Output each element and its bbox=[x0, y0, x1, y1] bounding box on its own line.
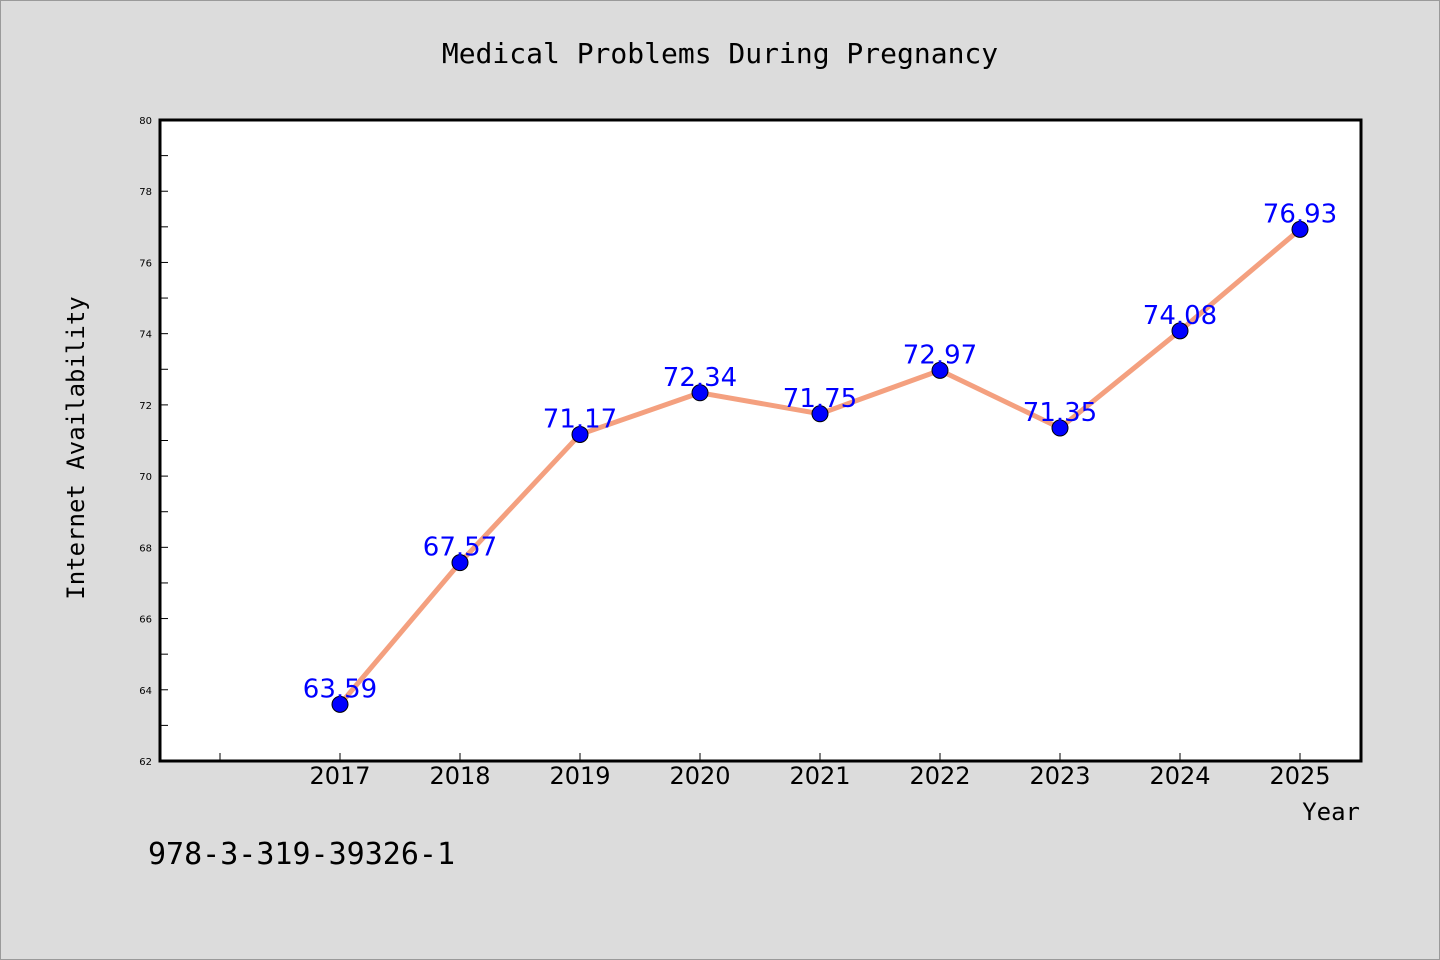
x-tick-label: 2018 bbox=[429, 762, 490, 790]
chart-title: Medical Problems During Pregnancy bbox=[442, 37, 998, 70]
x-tick-label: 2025 bbox=[1269, 762, 1330, 790]
x-tick-label: 2019 bbox=[549, 762, 610, 790]
data-point bbox=[1171, 322, 1189, 340]
data-label: 72.97 bbox=[903, 340, 977, 370]
data-point bbox=[1051, 419, 1069, 437]
y-tick-label: 62 bbox=[139, 757, 152, 768]
marker-layer bbox=[331, 220, 1309, 713]
y-tick-label: 76 bbox=[139, 258, 152, 269]
x-tick-label: 2022 bbox=[909, 762, 970, 790]
isbn-annotation: 978-3-319-39326-1 bbox=[148, 837, 455, 872]
y-tick-label: 70 bbox=[139, 472, 152, 483]
y-axis-label: Internet Availability bbox=[62, 296, 90, 599]
data-label: 67.57 bbox=[423, 533, 497, 563]
data-label: 71.17 bbox=[543, 404, 617, 434]
y-tick-label: 80 bbox=[139, 116, 152, 127]
data-label: 74.08 bbox=[1143, 301, 1217, 331]
data-point bbox=[331, 695, 349, 713]
data-label: 71.75 bbox=[783, 384, 857, 414]
data-label: 63.59 bbox=[303, 674, 377, 704]
data-label-layer: 63.59 67.57 71.17 72.34 71.75 72.97 71.35 74.08… bbox=[303, 199, 1337, 704]
y-tick-label: 68 bbox=[139, 543, 152, 554]
x-tick-label: 2020 bbox=[669, 762, 730, 790]
y-tick-label: 66 bbox=[139, 615, 152, 626]
y-tick-label: 74 bbox=[139, 330, 152, 341]
x-tick-label: 2024 bbox=[1149, 762, 1210, 790]
y-tick-label: 64 bbox=[139, 686, 152, 697]
x-axis-label: Year bbox=[1302, 798, 1360, 826]
x-tick-label: 2021 bbox=[789, 762, 850, 790]
y-tick-label: 72 bbox=[139, 401, 152, 412]
x-tick-label: 2023 bbox=[1029, 762, 1090, 790]
y-tick-label: 78 bbox=[139, 187, 152, 198]
data-label: 72.34 bbox=[663, 363, 737, 393]
data-point bbox=[811, 405, 829, 423]
plot-area bbox=[158, 118, 1363, 763]
data-point bbox=[571, 425, 589, 443]
data-label: 76.93 bbox=[1263, 199, 1337, 229]
data-point bbox=[1291, 220, 1309, 238]
x-tick-label: 2017 bbox=[309, 762, 370, 790]
data-point bbox=[451, 554, 469, 572]
data-point bbox=[691, 384, 709, 402]
data-label: 71.35 bbox=[1023, 398, 1097, 428]
x-axis-ticks: 2017 2018 2019 2020 2021 2022 2023 2024 2025 bbox=[219, 753, 1331, 790]
data-point bbox=[931, 361, 949, 379]
y-axis-ticks: 62 64 66 68 70 72 74 76 78 80 bbox=[139, 116, 168, 768]
